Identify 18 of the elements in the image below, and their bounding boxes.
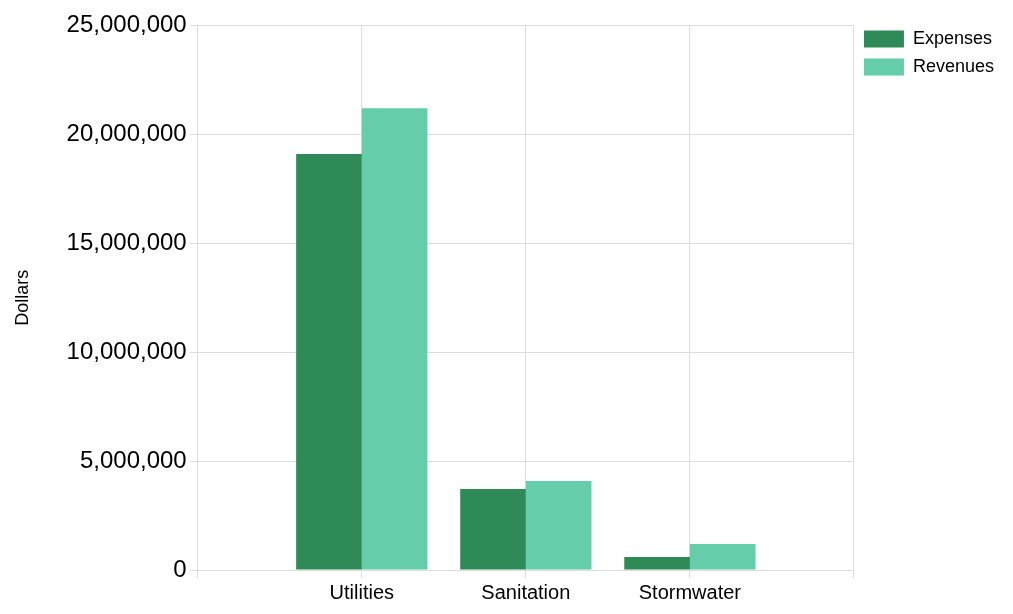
y-tick-label: 0 — [173, 554, 187, 582]
y-tick-label: 10,000,000 — [66, 336, 187, 364]
bar — [624, 556, 690, 570]
x-tick-label: Stormwater — [638, 580, 742, 603]
bar — [296, 153, 362, 570]
bar — [361, 108, 428, 570]
y-tick-label: 25,000,000 — [66, 10, 187, 38]
x-tick-label: Sanitation — [481, 580, 571, 603]
bar — [689, 544, 756, 570]
x-tick-label: Utilities — [329, 580, 394, 603]
bar — [460, 488, 526, 570]
bar — [525, 481, 592, 570]
y-axis-title: Dollars — [11, 269, 32, 326]
y-tick-label: 5,000,000 — [79, 445, 187, 473]
y-tick-label: 15,000,000 — [66, 227, 187, 255]
legend-label: Revenues — [912, 55, 995, 76]
legend-label: Expenses — [912, 27, 993, 48]
y-tick-label: 20,000,000 — [66, 118, 187, 146]
